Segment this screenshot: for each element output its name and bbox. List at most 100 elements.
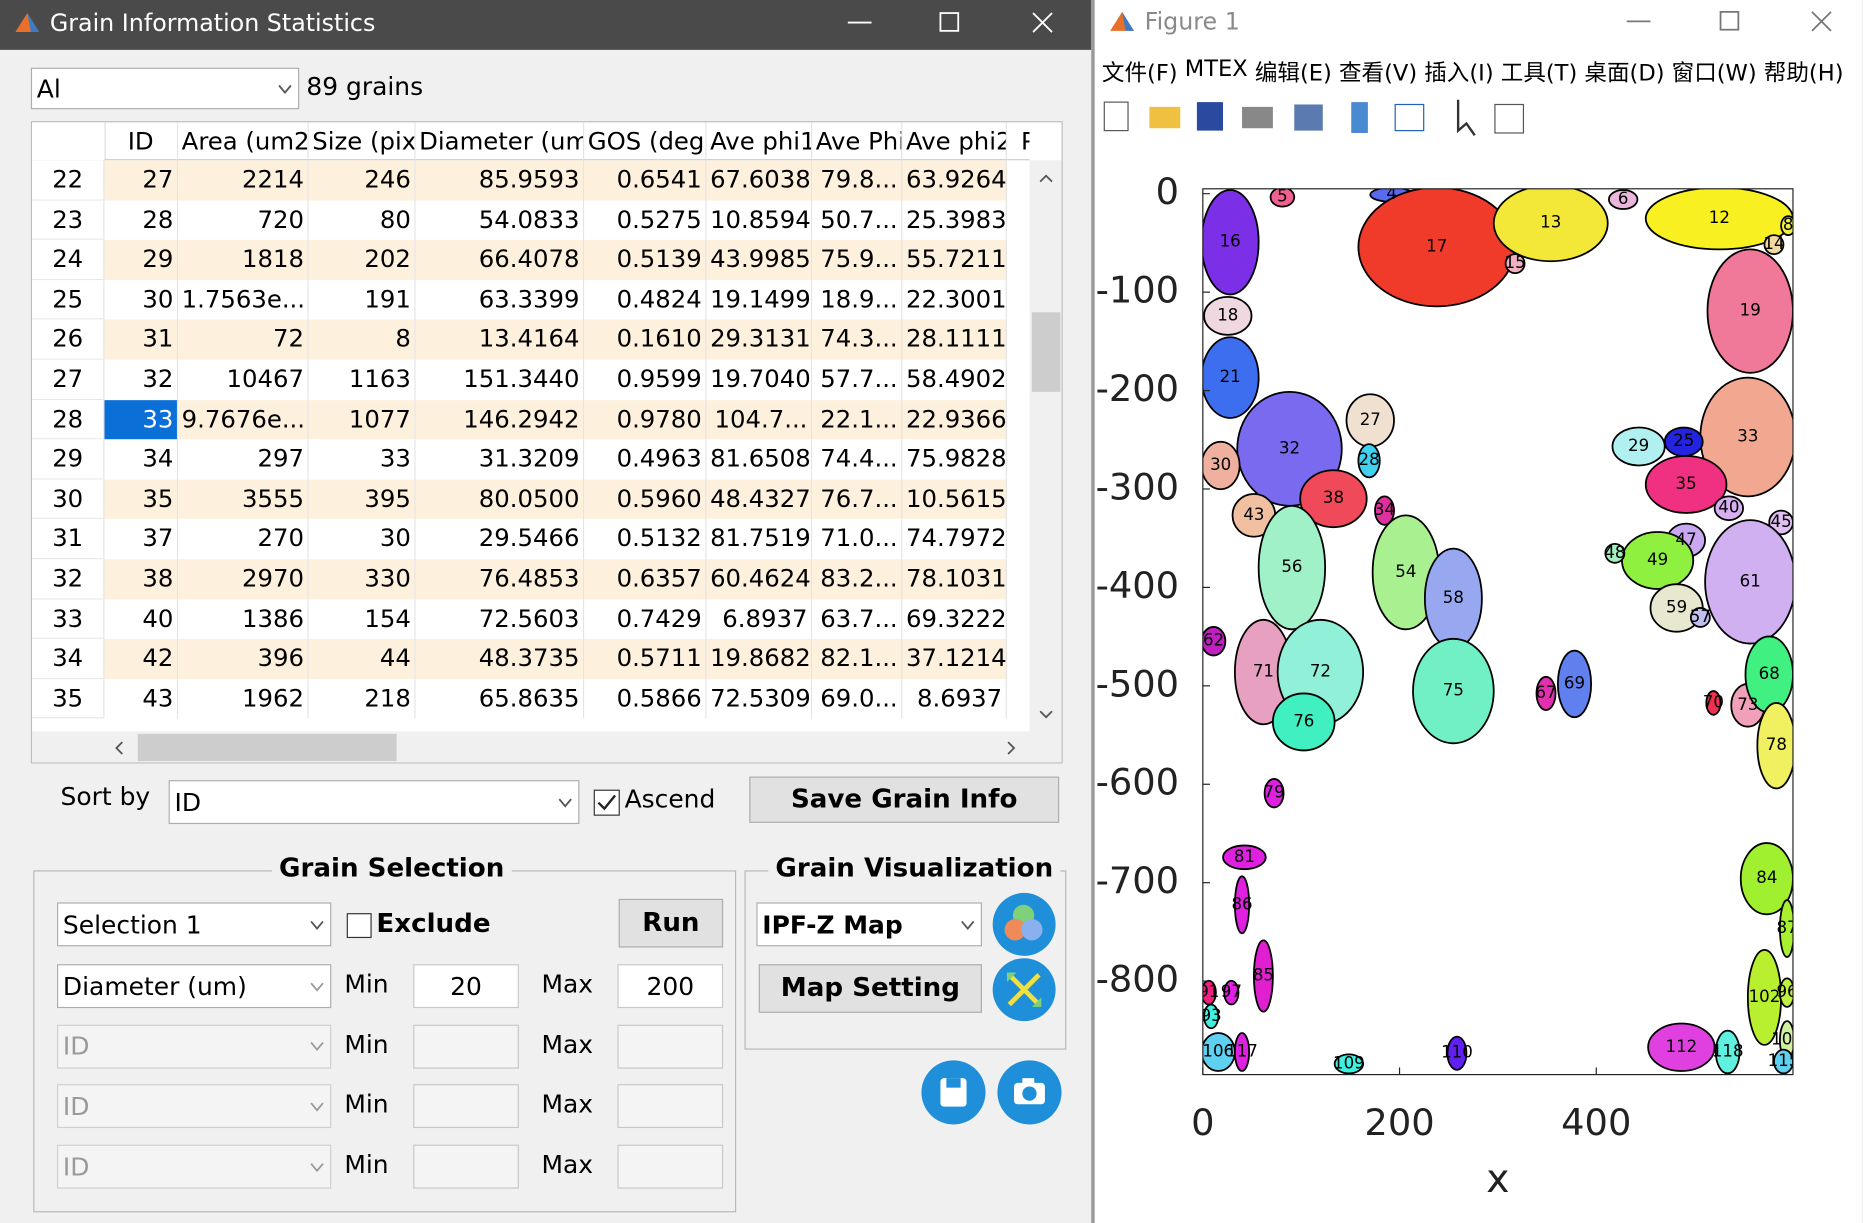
table-cell: 37.1214 [902, 639, 1006, 679]
field-dropdown[interactable]: Diameter (um) [57, 964, 331, 1008]
table-cell: 48.3735 [416, 639, 585, 679]
sort-dropdown[interactable]: ID [169, 780, 580, 824]
menu-item[interactable]: 插入(I) [1424, 56, 1493, 89]
field-dropdown: ID [57, 1085, 331, 1129]
ascend-label: Ascend [625, 785, 716, 813]
min-label: Min [344, 1090, 388, 1118]
grain-label: 78 [1766, 735, 1787, 754]
table-cell: 720 [178, 200, 309, 240]
table-cell: 71.0... [812, 519, 902, 559]
table-cell: 13.4164 [416, 320, 585, 360]
table-cell: 79.8... [812, 160, 902, 200]
grain-label: 45 [1771, 512, 1792, 531]
grain-label: 70 [1703, 692, 1724, 711]
table-cell: 42 [104, 639, 178, 679]
grain-label: 13 [1540, 213, 1561, 232]
table-cell: 218 [309, 679, 416, 719]
grain-table[interactable]: IDArea (um2)Size (pix)Diameter (um)GOS (… [31, 121, 1063, 763]
save-icon-button[interactable] [921, 1060, 985, 1124]
grain-label: 47 [1676, 530, 1697, 549]
table-cell: 0.9780 [584, 400, 706, 440]
selection-dropdown[interactable]: Selection 1 [57, 902, 331, 946]
table-cell: 2214 [178, 160, 309, 200]
grain-label: 72 [1310, 662, 1331, 681]
menu-item[interactable]: 文件(F) [1102, 56, 1178, 89]
table-cell: 40 [104, 599, 178, 639]
table-cell: 0.1610 [584, 320, 706, 360]
grain-label: 56 [1281, 557, 1302, 576]
column-header: Ave phi2 [902, 122, 1006, 160]
table-cell: 0.5866 [584, 679, 706, 719]
table-cell: 57.7... [812, 360, 902, 400]
table-cell: 48.4327 [707, 479, 813, 519]
table-cell: 0.5139 [584, 240, 706, 280]
table-cell: 83.2... [812, 559, 902, 599]
menu-item[interactable]: 工具(T) [1501, 56, 1578, 89]
map-dropdown[interactable]: IPF-Z Map [756, 902, 982, 946]
menu-item[interactable]: 窗口(W) [1672, 56, 1757, 89]
grain-label: 110 [1441, 1043, 1473, 1062]
y-tick-label: -700 [1096, 859, 1180, 902]
table-cell: 31.3209 [416, 440, 585, 480]
table-cell: 82.1... [812, 639, 902, 679]
row-header: 26 [32, 320, 104, 360]
grain-label: 5 [1277, 187, 1288, 206]
table-cell: 32 [104, 360, 178, 400]
h-scrollbar[interactable] [32, 731, 1063, 763]
row-header: 29 [32, 440, 104, 480]
y-tick-label: -600 [1096, 761, 1180, 804]
exclude-checkbox[interactable] [347, 913, 372, 938]
save-button[interactable]: Save Grain Info [749, 777, 1059, 823]
map-setting-button[interactable]: Map Setting [759, 964, 982, 1013]
table-cell: 65.8635 [416, 679, 585, 719]
y-tick-label: -500 [1096, 662, 1180, 705]
row-header: 24 [32, 240, 104, 280]
v-thumb[interactable] [1032, 312, 1060, 392]
menu-item[interactable]: 桌面(D) [1584, 56, 1664, 89]
table-cell: 50.7... [812, 200, 902, 240]
table-cell: 146.2942 [416, 400, 585, 440]
grain-label: 84 [1756, 868, 1777, 887]
column-header: Ave phi1 [707, 122, 813, 160]
run-button[interactable]: Run [619, 899, 723, 948]
grain-label: 117 [1226, 1042, 1258, 1061]
column-header: Ave Phi [812, 122, 902, 160]
table-cell: 25.3983 [902, 200, 1006, 240]
phase-dropdown[interactable]: Al [31, 68, 299, 110]
x-axis-label: x [1486, 1157, 1509, 1202]
table-cell: 37 [104, 519, 178, 559]
menu-item[interactable]: 查看(V) [1339, 56, 1417, 89]
h-thumb[interactable] [138, 734, 397, 761]
row-header: 33 [32, 599, 104, 639]
camera-icon-button[interactable] [997, 1060, 1061, 1124]
table-cell: 19.7040 [707, 360, 813, 400]
map-setting-icon[interactable] [993, 958, 1056, 1021]
ipf-icon-button[interactable] [993, 893, 1056, 956]
table-cell: 63.7... [812, 599, 902, 639]
table-cell: 19.8682 [707, 639, 813, 679]
table-cell: 58.4902 [902, 360, 1006, 400]
row-header: 34 [32, 639, 104, 679]
column-header: Pe [1007, 122, 1030, 160]
v-scrollbar[interactable] [1029, 160, 1062, 731]
min-input: 20 [413, 964, 519, 1008]
x-tick-label: 400 [1561, 1101, 1631, 1144]
table-cell: 74.7972 [902, 519, 1006, 559]
grain-label: 57 [1690, 607, 1711, 626]
menu-item[interactable]: 编辑(E) [1255, 56, 1332, 89]
table-cell: 63.3399 [416, 280, 585, 320]
grain-count: 89 grains [306, 72, 423, 100]
max-input [617, 1024, 723, 1068]
fig-window-controls[interactable] [1605, 0, 1861, 45]
ascend-checkbox[interactable] [594, 790, 620, 816]
menu-bar: 文件(F)MTEX编辑(E)查看(V)插入(I)工具(T)桌面(D)窗口(W)帮… [1102, 56, 1862, 89]
table-cell: 22.9366 [902, 400, 1006, 440]
grain-label: 40 [1718, 498, 1739, 517]
table-cell: 1163 [309, 360, 416, 400]
menu-item[interactable]: MTEX [1185, 56, 1248, 89]
grain-label: 38 [1323, 488, 1344, 507]
field-value: ID [63, 1152, 90, 1180]
grain-label: 6 [1618, 189, 1629, 208]
menu-item[interactable]: 帮助(H) [1764, 56, 1844, 89]
window-controls[interactable] [831, 0, 1091, 50]
